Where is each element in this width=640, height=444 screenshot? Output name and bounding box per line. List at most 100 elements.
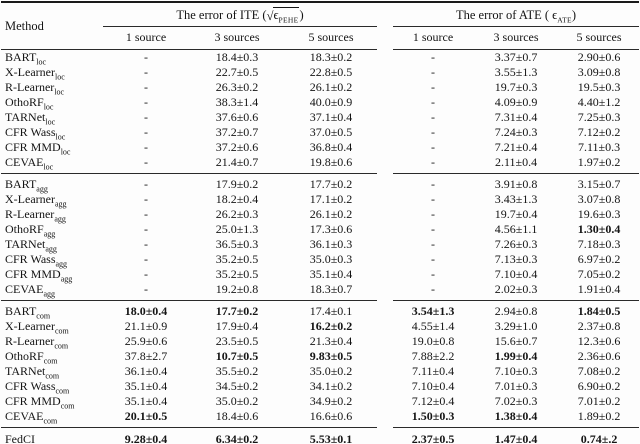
method-label: CEVAE: [5, 155, 44, 169]
value-cell: 18.4±0.6: [215, 409, 259, 423]
value-cell: 23.5±0.5: [215, 334, 259, 348]
value-cell: -: [431, 207, 436, 221]
value-cell: 35.0±0.3: [309, 252, 353, 266]
value-cell: 19.8±0.6: [309, 155, 353, 169]
value-cell: -: [431, 192, 436, 206]
value-cell: -: [144, 110, 148, 124]
column-gap: [377, 222, 393, 237]
value-cell: 2.37±0.8: [577, 319, 621, 333]
value-cell: 17.3±0.6: [309, 222, 353, 236]
value-cell: 18.3±0.2: [309, 50, 353, 64]
value-cell: 1.89±0.2: [577, 409, 621, 423]
method-label: R-Learner: [5, 207, 55, 221]
method-label: BART: [5, 50, 37, 64]
method-label: CFR Wass: [5, 379, 56, 393]
value-cell: 7.11±0.3: [577, 140, 621, 154]
method-cell: OthoRFloc: [1, 95, 103, 111]
col-ate-3-sources: 3 sources: [473, 26, 560, 50]
method-label: R-Learner: [5, 80, 55, 94]
method-cell: R-Learnerloc: [1, 80, 103, 96]
table-row: BARTloc - 18.4±0.3 18.3±0.2 - 3.37±0.7 2.90±0.…: [1, 50, 639, 66]
column-gap: [377, 192, 393, 207]
method-cell: CEVAEloc: [1, 155, 103, 174]
value-cell: 19.0±0.8: [411, 334, 455, 348]
value-cell: 7.21±0.4: [494, 140, 538, 154]
column-gap: [377, 252, 393, 267]
value-cell: 10.7±0.5: [215, 349, 259, 363]
value-cell: 37.1±0.4: [309, 110, 353, 124]
value-cell: 2.94±0.8: [473, 300, 560, 319]
value-cell: 3.54±1.3: [393, 300, 474, 319]
method-cell: CFR MMDagg: [1, 267, 103, 283]
value-cell: 3.09±0.8: [577, 65, 621, 79]
value-cell: 19.7±0.4: [494, 207, 538, 221]
method-subscript: agg: [54, 199, 67, 209]
value-cell: -: [144, 282, 148, 296]
value-cell: 2.37±0.5: [393, 427, 474, 444]
pehe-radicand: ϵPEHE: [273, 7, 300, 25]
col-ate-1-source: 1 source: [393, 26, 474, 50]
column-gap: [377, 409, 393, 428]
value-cell: 15.6±0.7: [494, 334, 538, 348]
value-cell: 1.84±0.5: [559, 300, 640, 319]
method-cell: BARTcom: [1, 300, 103, 320]
value-cell: 6.34±0.2: [189, 427, 285, 444]
value-cell: 19.7±0.3: [494, 80, 538, 94]
method-cell: FedCI: [1, 427, 103, 444]
method-cell: OthoRFagg: [1, 222, 103, 238]
value-cell: -: [431, 65, 436, 79]
value-cell: 7.31±0.4: [494, 110, 538, 124]
ite-header-close: ): [299, 8, 304, 22]
method-label: CEVAE: [5, 409, 44, 423]
method-subscript: loc: [54, 72, 65, 82]
table-row: CEVAEagg - 19.2±0.8 18.3±0.7 - 2.02±0.3 1.91±0…: [1, 282, 639, 301]
value-cell: 36.1±0.4: [124, 364, 168, 378]
value-cell: 7.01±0.3: [494, 379, 538, 393]
value-cell: 19.5±0.3: [577, 80, 621, 94]
sqrt-radical-symbol: √: [266, 9, 274, 23]
value-cell: 26.2±0.3: [215, 207, 259, 221]
value-cell: 1.50±0.3: [411, 409, 455, 423]
value-cell: 7.10±0.4: [411, 379, 455, 393]
table-row: CFR Wassagg - 35.2±0.5 35.0±0.3 - 7.13±0.3 6.9…: [1, 252, 639, 268]
value-cell: 3.07±0.8: [577, 192, 621, 206]
method-cell: CFR Wassloc: [1, 125, 103, 142]
column-gap: [377, 155, 393, 174]
col-ate-5-sources: 5 sources: [559, 26, 640, 50]
method-label: R-Learner: [5, 334, 55, 348]
value-cell: 36.8±0.4: [309, 140, 353, 154]
value-cell: 9.83±0.5: [309, 349, 353, 363]
table-row: TARNetloc - 37.6±0.6 37.1±0.4 - 7.31±0.4 7.25±…: [1, 110, 639, 126]
method-cell: TARNetagg: [1, 237, 103, 253]
value-cell: 0.74±.2: [559, 427, 640, 444]
method-subscript: com: [60, 401, 75, 411]
value-cell: 12.3±0.6: [577, 334, 621, 348]
ite-section-header: The error of ITE (√ϵPEHE): [103, 2, 378, 27]
method-subscript: loc: [55, 132, 66, 142]
column-gap: [377, 301, 393, 320]
value-cell: 20.1±0.5: [124, 409, 168, 423]
table-row: CFR MMDagg - 35.2±0.5 35.1±0.4 - 7.10±0.4 7.05…: [1, 267, 639, 283]
value-cell: -: [431, 95, 436, 109]
method-cell: CFR Wasscom: [1, 379, 103, 395]
value-cell: -: [144, 65, 148, 79]
table-body: BARTloc -18.4±0.3 18.3±0.2-3.37±0.7 2.90±0.…: [1, 50, 640, 444]
table-row: OthoRFagg - 25.0±1.3 17.3±0.6 - 4.56±1.1 1.30±…: [1, 222, 639, 238]
method-cell: BARTagg: [1, 173, 103, 193]
method-label: TARNet: [5, 364, 46, 378]
value-cell: -: [144, 80, 148, 94]
value-cell: 18.2±0.4: [215, 192, 259, 206]
method-label: CFR MMD: [5, 140, 61, 154]
value-cell: 17.9±0.2: [189, 173, 285, 192]
pehe-subscript: PEHE: [278, 15, 299, 25]
column-gap: [377, 267, 393, 282]
ate-header-close: ): [571, 7, 577, 22]
value-cell: 7.02±0.3: [494, 394, 538, 408]
value-cell: 4.56±1.1: [494, 222, 538, 236]
value-cell: 3.43±1.3: [494, 192, 538, 206]
value-cell: -: [431, 237, 436, 251]
value-cell: 1.97±0.2: [577, 155, 621, 169]
value-cell: -: [431, 140, 436, 154]
fedci-row: FedCI 9.28±0.4 6.34±0.2 5.53±0.1 2.37±0.5 1.4…: [1, 427, 640, 444]
